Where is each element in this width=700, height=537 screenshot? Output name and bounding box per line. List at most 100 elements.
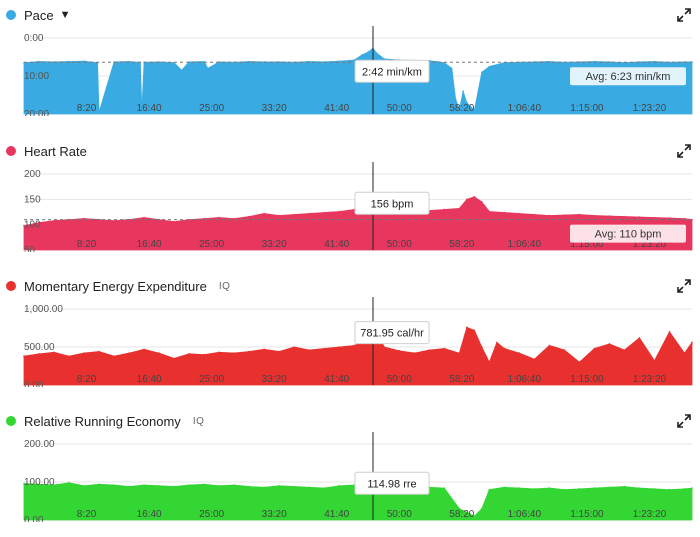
data-point bbox=[233, 484, 235, 486]
data-point bbox=[473, 109, 476, 111]
running-economy-title: Relative Running Economy bbox=[24, 413, 181, 429]
x-tick-label: 8:20 bbox=[77, 239, 97, 250]
data-point bbox=[353, 59, 356, 61]
energy-legend-dot bbox=[6, 281, 16, 291]
tooltip-label: 781.95 cal/hr bbox=[360, 328, 424, 340]
x-tick-label: 1:15:00 bbox=[570, 374, 604, 385]
data-point bbox=[293, 346, 296, 348]
pace-chart[interactable]: 0:00 10:00 20:00 8:20 16:40 25:00 33:20 41:40 50… bbox=[0, 26, 700, 116]
data-point bbox=[278, 485, 280, 487]
x-tick-label: 1:15:00 bbox=[570, 103, 604, 114]
data-point bbox=[578, 361, 581, 363]
data-point bbox=[608, 61, 611, 63]
x-tick-label: 50:00 bbox=[387, 103, 412, 114]
energy-expenditure-title: Momentary Energy Expenditure bbox=[24, 278, 207, 294]
y-tick-label: 10:00 bbox=[24, 71, 49, 82]
data-point bbox=[488, 488, 491, 491]
data-point bbox=[203, 483, 205, 486]
x-tick-label: 8:20 bbox=[77, 509, 97, 520]
data-point bbox=[473, 196, 476, 198]
dropdown-caret-icon[interactable]: ▼ bbox=[59, 9, 71, 21]
heart-rate-header: Heart Rate bbox=[6, 140, 87, 162]
data-point bbox=[481, 201, 483, 203]
data-point bbox=[466, 326, 468, 329]
data-point bbox=[503, 211, 506, 214]
data-point bbox=[248, 350, 250, 353]
data-point bbox=[263, 486, 265, 489]
average-label-box bbox=[570, 224, 686, 243]
x-tick-label: 33:20 bbox=[262, 509, 287, 520]
energy-expenditure-header: Momentary Energy Expenditure IQ bbox=[6, 275, 230, 297]
data-point bbox=[143, 216, 145, 219]
data-point bbox=[368, 50, 371, 53]
data-point bbox=[593, 347, 596, 350]
pace-header[interactable]: Pace ▼ bbox=[6, 4, 71, 26]
x-tick-label: 41:40 bbox=[324, 509, 349, 520]
data-point bbox=[23, 482, 25, 485]
data-point bbox=[218, 216, 220, 219]
data-point bbox=[113, 219, 115, 222]
x-tick-label: 16:40 bbox=[137, 509, 162, 520]
data-point bbox=[278, 350, 280, 353]
iq-badge: IQ bbox=[192, 415, 205, 427]
heart-rate-panel: Heart Rate 50 100 150 200 8:20 16:40 25:00 33:2… bbox=[0, 140, 700, 252]
data-point bbox=[653, 216, 656, 219]
x-tick-label: 16:40 bbox=[137, 239, 162, 250]
data-point bbox=[98, 350, 100, 353]
expand-icon[interactable] bbox=[676, 278, 692, 294]
expand-icon[interactable] bbox=[676, 7, 692, 23]
data-point bbox=[360, 54, 363, 56]
data-point bbox=[128, 485, 130, 488]
data-point bbox=[668, 61, 671, 64]
data-point bbox=[691, 487, 693, 489]
expand-icon[interactable] bbox=[676, 143, 692, 159]
data-point bbox=[173, 220, 175, 223]
data-point bbox=[113, 355, 115, 357]
data-point bbox=[691, 341, 693, 344]
data-point bbox=[533, 358, 536, 360]
data-point bbox=[608, 343, 611, 345]
data-point bbox=[653, 359, 656, 362]
data-point bbox=[263, 348, 265, 351]
x-tick-label: 25:00 bbox=[199, 509, 224, 520]
data-point bbox=[623, 215, 626, 218]
data-point bbox=[293, 213, 296, 216]
data-point bbox=[207, 67, 209, 70]
tooltip-box bbox=[354, 321, 430, 345]
x-tick-label: 50:00 bbox=[387, 509, 412, 520]
data-point bbox=[533, 488, 536, 490]
data-point bbox=[353, 344, 356, 347]
data-point bbox=[308, 212, 311, 215]
data-point bbox=[158, 485, 160, 487]
running-economy-chart[interactable]: 0.00 100.00 200.00 8:20 16:40 25:00 33:20 41:40… bbox=[0, 432, 700, 522]
data-point bbox=[548, 344, 551, 347]
heart-rate-legend-dot bbox=[6, 146, 16, 156]
data-point bbox=[128, 352, 130, 354]
data-point bbox=[248, 485, 250, 488]
data-point bbox=[158, 352, 160, 354]
data-point bbox=[23, 224, 25, 227]
heart-rate-chart[interactable]: 50 100 150 200 8:20 16:40 25:00 33:20 41:40 50:00… bbox=[0, 162, 700, 252]
expand-icon[interactable] bbox=[676, 413, 692, 429]
data-point bbox=[68, 481, 70, 484]
data-point bbox=[338, 60, 341, 62]
data-point bbox=[623, 349, 626, 351]
data-point bbox=[308, 349, 311, 351]
x-tick-label: 1:06:40 bbox=[508, 239, 542, 250]
x-tick-label: 1:23:20 bbox=[633, 509, 667, 520]
data-point bbox=[218, 485, 220, 487]
energy-expenditure-chart[interactable]: 0.00 500.00 1,000.00 8:20 16:40 25:00 33:20 41:… bbox=[0, 297, 700, 387]
data-point bbox=[338, 210, 341, 213]
x-tick-label: 41:40 bbox=[324, 103, 349, 114]
data-point bbox=[141, 109, 143, 111]
data-point bbox=[458, 109, 461, 111]
data-point bbox=[563, 349, 566, 351]
x-tick-label: 1:23:20 bbox=[633, 374, 667, 385]
x-tick-label: 1:06:40 bbox=[508, 103, 542, 114]
data-point bbox=[653, 488, 656, 490]
data-point bbox=[608, 486, 611, 489]
x-tick-label: 50:00 bbox=[387, 239, 412, 250]
data-point bbox=[473, 515, 476, 517]
x-tick-label: 1:23:20 bbox=[633, 103, 667, 114]
data-point bbox=[683, 488, 686, 490]
